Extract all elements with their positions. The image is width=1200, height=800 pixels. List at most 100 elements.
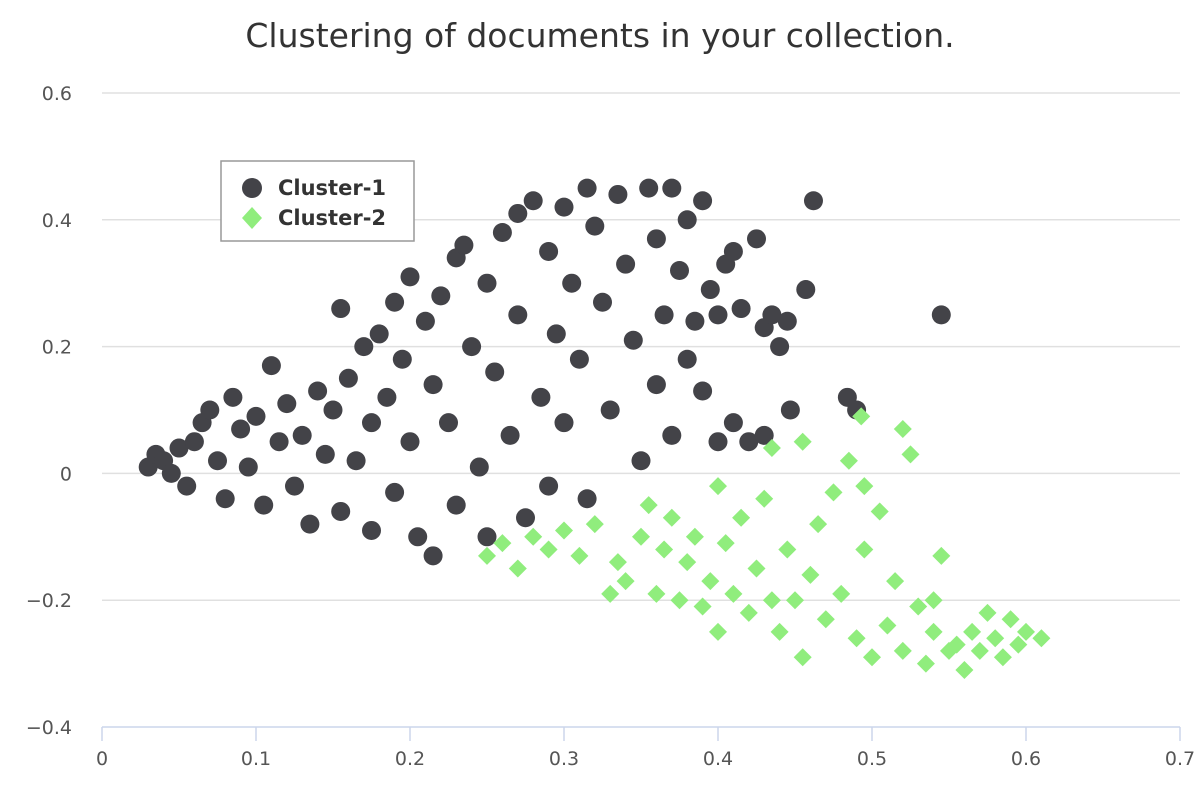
point-cluster-1[interactable] [616, 254, 636, 274]
point-cluster-2[interactable] [947, 635, 966, 654]
point-cluster-1[interactable] [261, 356, 281, 376]
point-cluster-1[interactable] [231, 419, 251, 439]
point-cluster-1[interactable] [446, 495, 466, 515]
point-cluster-1[interactable] [700, 280, 720, 300]
point-cluster-1[interactable] [585, 216, 605, 236]
point-cluster-1[interactable] [708, 432, 728, 452]
point-cluster-1[interactable] [346, 451, 366, 471]
point-cluster-1[interactable] [516, 508, 535, 528]
point-cluster-2[interactable] [539, 540, 558, 559]
point-cluster-2[interactable] [747, 559, 766, 578]
legend-label-cluster-1[interactable]: Cluster-1 [278, 176, 386, 200]
point-cluster-2[interactable] [986, 629, 1005, 648]
point-cluster-2[interactable] [786, 591, 804, 610]
point-cluster-1[interactable] [177, 476, 197, 496]
point-cluster-1[interactable] [577, 178, 597, 198]
point-cluster-2[interactable] [824, 483, 843, 502]
point-cluster-1[interactable] [646, 375, 666, 395]
point-cluster-2[interactable] [901, 445, 920, 464]
point-cluster-2[interactable] [478, 546, 496, 565]
point-cluster-2[interactable] [585, 515, 604, 534]
point-cluster-1[interactable] [246, 406, 266, 426]
point-cluster-2[interactable] [601, 584, 620, 603]
point-cluster-1[interactable] [531, 387, 551, 407]
point-cluster-1[interactable] [562, 273, 582, 293]
point-cluster-1[interactable] [723, 242, 743, 261]
point-cluster-2[interactable] [793, 432, 812, 451]
point-cluster-1[interactable] [569, 349, 589, 369]
point-cluster-1[interactable] [377, 387, 397, 407]
point-cluster-2[interactable] [963, 622, 982, 641]
point-cluster-1[interactable] [354, 337, 374, 357]
point-cluster-1[interactable] [439, 413, 458, 433]
point-cluster-1[interactable] [508, 305, 528, 325]
point-cluster-1[interactable] [331, 299, 351, 319]
point-cluster-2[interactable] [709, 477, 727, 496]
point-cluster-2[interactable] [716, 534, 735, 553]
point-cluster-1[interactable] [662, 178, 682, 198]
point-cluster-1[interactable] [184, 432, 204, 452]
point-cluster-2[interactable] [693, 597, 712, 616]
point-cluster-1[interactable] [400, 267, 420, 287]
point-cluster-1[interactable] [323, 400, 343, 420]
point-cluster-2[interactable] [685, 527, 704, 546]
point-cluster-1[interactable] [762, 305, 782, 325]
point-cluster-1[interactable] [462, 337, 482, 357]
point-cluster-2[interactable] [493, 534, 512, 553]
point-cluster-1[interactable] [508, 203, 528, 223]
point-cluster-2[interactable] [909, 597, 928, 616]
point-cluster-1[interactable] [385, 292, 405, 312]
point-cluster-1[interactable] [408, 527, 428, 547]
point-cluster-2[interactable] [893, 641, 912, 660]
point-cluster-2[interactable] [639, 496, 658, 515]
point-cluster-2[interactable] [993, 648, 1012, 667]
point-cluster-1[interactable] [362, 520, 381, 540]
point-cluster-2[interactable] [970, 641, 989, 660]
point-cluster-2[interactable] [709, 622, 727, 641]
point-cluster-1[interactable] [631, 451, 651, 471]
point-cluster-1[interactable] [385, 482, 405, 502]
point-cluster-1[interactable] [796, 280, 816, 300]
point-cluster-1[interactable] [208, 451, 227, 471]
point-cluster-1[interactable] [539, 242, 559, 261]
point-cluster-2[interactable] [555, 521, 573, 540]
point-cluster-2[interactable] [839, 451, 858, 470]
legend[interactable]: Cluster-1 Cluster-2 [220, 160, 415, 242]
point-cluster-1[interactable] [723, 413, 743, 433]
point-cluster-1[interactable] [554, 413, 574, 433]
point-cluster-2[interactable] [570, 546, 589, 565]
point-cluster-1[interactable] [492, 222, 512, 242]
point-cluster-1[interactable] [639, 178, 659, 198]
point-cluster-1[interactable] [777, 311, 797, 331]
point-cluster-2[interactable] [647, 584, 666, 603]
point-cluster-2[interactable] [524, 527, 543, 546]
point-cluster-1[interactable] [500, 425, 520, 445]
point-cluster-1[interactable] [269, 432, 289, 452]
legend-label-cluster-2[interactable]: Cluster-2 [278, 206, 386, 230]
point-cluster-1[interactable] [308, 381, 328, 401]
point-cluster-2[interactable] [801, 565, 820, 584]
point-cluster-2[interactable] [855, 477, 874, 496]
point-cluster-1[interactable] [747, 229, 766, 249]
point-cluster-1[interactable] [780, 400, 800, 420]
point-cluster-2[interactable] [847, 629, 866, 648]
point-cluster-2[interactable] [924, 622, 943, 641]
point-cluster-2[interactable] [955, 660, 974, 679]
point-cluster-1[interactable] [454, 235, 474, 255]
point-cluster-1[interactable] [685, 311, 705, 331]
point-cluster-2[interactable] [508, 559, 527, 578]
point-cluster-1[interactable] [593, 292, 612, 312]
point-cluster-2[interactable] [852, 407, 871, 426]
point-cluster-1[interactable] [677, 210, 697, 230]
point-cluster-1[interactable] [600, 400, 620, 420]
point-cluster-2[interactable] [870, 502, 889, 521]
point-cluster-1[interactable] [693, 191, 713, 211]
point-cluster-1[interactable] [277, 394, 297, 414]
point-cluster-2[interactable] [724, 584, 743, 603]
point-cluster-2[interactable] [893, 420, 912, 439]
point-cluster-1[interactable] [670, 261, 689, 281]
point-cluster-1[interactable] [485, 362, 505, 382]
point-cluster-1[interactable] [161, 463, 181, 483]
point-cluster-2[interactable] [1009, 635, 1028, 654]
point-cluster-1[interactable] [708, 305, 728, 325]
